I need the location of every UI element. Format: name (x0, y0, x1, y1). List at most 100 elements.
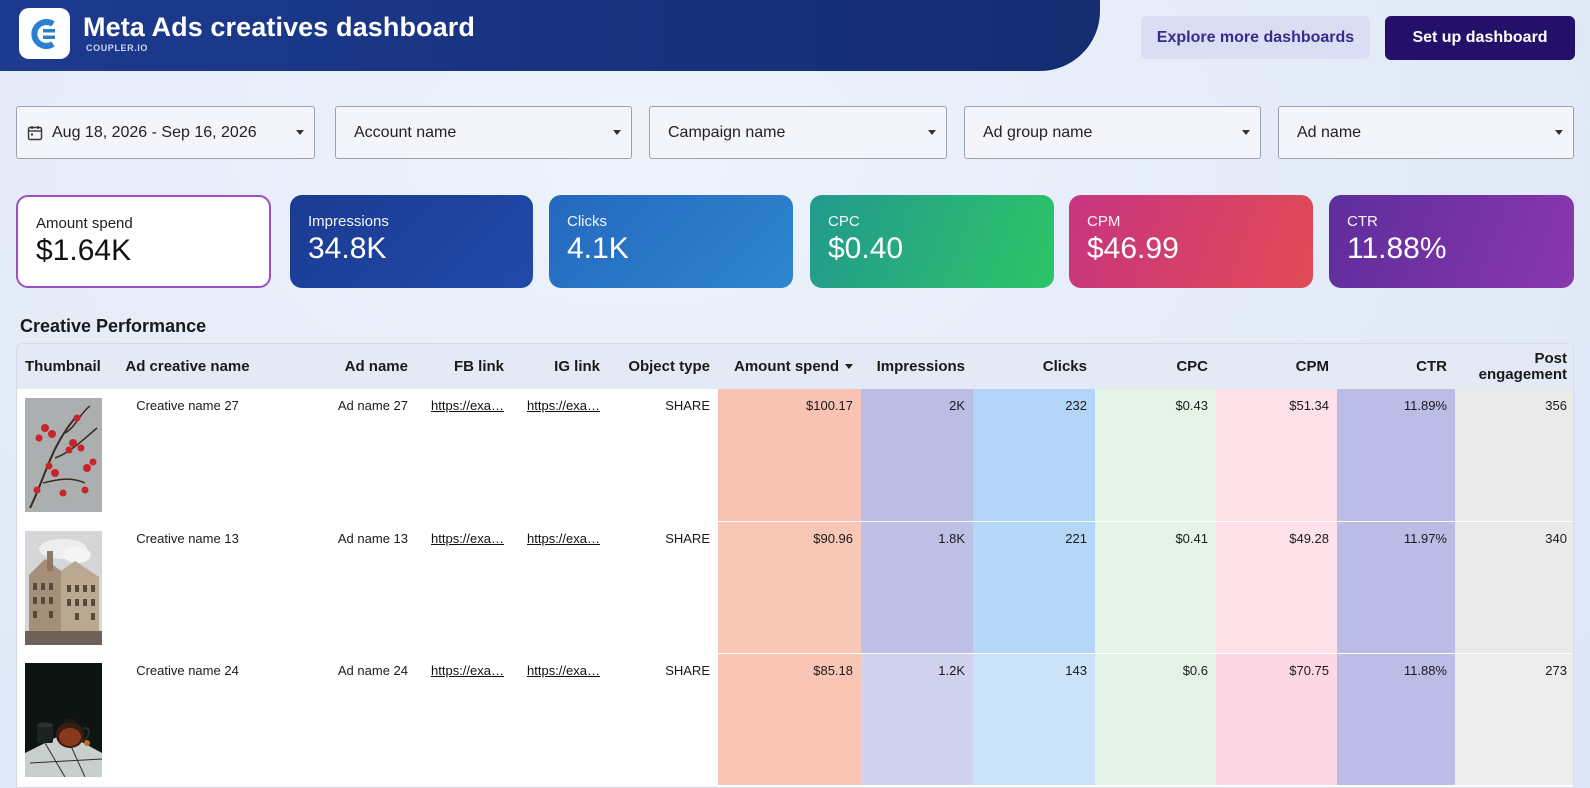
ad-group-name-label: Ad group name (983, 123, 1093, 141)
post-engagement-cell: 273 (1455, 653, 1573, 786)
impressions-cell: 1.8K (861, 521, 973, 654)
object-type-cell: SHARE (608, 521, 718, 654)
ig-link-cell: https://exa… (512, 521, 608, 654)
kpi-value: 4.1K (567, 232, 629, 265)
account-name-filter[interactable]: Account name (335, 106, 632, 159)
kpi-clicks: Clicks 4.1K (549, 195, 793, 288)
col-header-ig-link[interactable]: IG link (512, 344, 608, 389)
cpc-cell: $0.6 (1095, 653, 1216, 786)
ig-link[interactable]: https://exa… (527, 662, 600, 678)
fb-link-cell: https://exa… (416, 653, 512, 786)
dashboard-title: Meta Ads creatives dashboard (83, 12, 475, 42)
col-header-post-engagement[interactable]: Post engagement (1455, 344, 1573, 389)
date-range-filter[interactable]: Aug 18, 2026 - Sep 16, 2026 (16, 106, 315, 159)
sort-desc-icon (845, 364, 853, 370)
chevron-down-icon (296, 130, 304, 135)
col-header-ctr[interactable]: CTR (1337, 344, 1455, 389)
fb-link[interactable]: https://exa… (431, 398, 504, 413)
col-header-thumbnail[interactable]: Thumbnail (17, 344, 113, 389)
col-header-clicks[interactable]: Clicks (973, 344, 1095, 389)
kpi-value: 34.8K (308, 232, 387, 265)
col-header-ad-creative-name[interactable]: Ad creative name (113, 344, 262, 389)
cpc-cell: $0.41 (1095, 521, 1216, 654)
creative-performance-table: Thumbnail Ad creative name Ad name FB li… (16, 343, 1574, 788)
fb-link-cell: https://exa… (416, 389, 512, 522)
account-name-label: Account name (354, 123, 457, 141)
ig-link-cell: https://exa… (512, 389, 608, 522)
coupler-logo-icon (30, 18, 55, 49)
ad-name-cell: Ad name 27 (262, 389, 416, 522)
explore-dashboards-button[interactable]: Explore more dashboards (1141, 16, 1370, 59)
coupler-logo (19, 8, 70, 59)
clicks-cell: 232 (973, 389, 1095, 522)
clicks-cell: 143 (973, 653, 1095, 786)
kpi-cpc: CPC $0.40 (810, 195, 1054, 288)
kpi-impressions: Impressions 34.8K (290, 195, 533, 288)
ad-name-filter-label: Ad name (1297, 123, 1362, 141)
kpi-value: 11.88% (1347, 232, 1447, 265)
campaign-name-label: Campaign name (668, 123, 786, 141)
col-header-cpm[interactable]: CPM (1216, 344, 1337, 389)
ctr-cell: 11.88% (1337, 653, 1455, 786)
fb-link[interactable]: https://exa… (431, 662, 504, 678)
cpm-cell: $49.28 (1216, 521, 1337, 654)
col-header-amount-spend-label: Amount spend (734, 357, 839, 375)
fb-link-cell: https://exa… (416, 521, 512, 654)
campaign-name-filter[interactable]: Campaign name (649, 106, 947, 159)
col-header-fb-link[interactable]: FB link (416, 344, 512, 389)
kpi-amount-spend: Amount spend $1.64K (16, 195, 271, 288)
amount-spend-cell: $85.18 (718, 653, 861, 786)
ig-link[interactable]: https://exa… (527, 530, 600, 546)
amount-spend-cell: $100.17 (718, 389, 861, 522)
col-header-amount-spend[interactable]: Amount spend (718, 344, 861, 389)
table-row: Creative name 24 Ad name 24 https://exa…… (17, 653, 1573, 786)
kpi-ctr: CTR 11.88% (1329, 195, 1574, 288)
ctr-cell: 11.97% (1337, 521, 1455, 654)
thumbnail-teapot-image (25, 662, 102, 777)
header-bar (0, 0, 1100, 71)
post-engagement-cell: 340 (1455, 521, 1573, 654)
thumbnail-cell (17, 521, 113, 654)
fb-link[interactable]: https://exa… (431, 530, 504, 546)
brand-subtitle: COUPLER.IO (86, 43, 149, 53)
calendar-icon (27, 125, 43, 141)
date-range-label: Aug 18, 2026 - Sep 16, 2026 (52, 123, 257, 141)
object-type-cell: SHARE (608, 653, 718, 786)
col-header-object-type[interactable]: Object type (608, 344, 718, 389)
ad-name-filter[interactable]: Ad name (1278, 106, 1574, 159)
chevron-down-icon (928, 130, 936, 135)
kpi-label: CPM (1087, 213, 1121, 230)
creative-performance-title: Creative Performance (20, 316, 207, 336)
chevron-down-icon (1242, 130, 1250, 135)
thumbnail-cell (17, 653, 113, 786)
chevron-down-icon (613, 130, 621, 135)
kpi-value: $46.99 (1087, 232, 1179, 265)
ad-group-name-filter[interactable]: Ad group name (964, 106, 1261, 159)
object-type-cell: SHARE (608, 389, 718, 522)
kpi-label: CPC (828, 213, 860, 230)
ctr-cell: 11.89% (1337, 389, 1455, 522)
ad-creative-name-cell: Creative name 13 (113, 521, 262, 654)
chevron-down-icon (1555, 130, 1563, 135)
col-header-impressions[interactable]: Impressions (861, 344, 973, 389)
table-row: Creative name 13 Ad name 13 https://exa…… (17, 521, 1573, 654)
setup-dashboard-button[interactable]: Set up dashboard (1385, 16, 1575, 60)
ig-link[interactable]: https://exa… (527, 398, 600, 413)
kpi-cpm: CPM $46.99 (1069, 195, 1313, 288)
ad-creative-name-cell: Creative name 27 (113, 389, 262, 522)
thumbnail-cell (17, 389, 113, 522)
col-header-cpc[interactable]: CPC (1095, 344, 1216, 389)
ig-link-cell: https://exa… (512, 653, 608, 786)
impressions-cell: 1.2K (861, 653, 973, 786)
thumbnail-building-image (25, 530, 102, 645)
amount-spend-cell: $90.96 (718, 521, 861, 654)
table-row: Creative name 27 Ad name 27 https://exa…… (17, 389, 1573, 522)
cpm-cell: $70.75 (1216, 653, 1337, 786)
cpm-cell: $51.34 (1216, 389, 1337, 522)
kpi-label: Amount spend (36, 215, 133, 232)
thumbnail-berries-image (25, 398, 102, 512)
table-header-row: Thumbnail Ad creative name Ad name FB li… (17, 344, 1573, 389)
kpi-value: $1.64K (36, 234, 132, 267)
col-header-ad-name[interactable]: Ad name (262, 344, 416, 389)
ad-name-cell: Ad name 13 (262, 521, 416, 654)
